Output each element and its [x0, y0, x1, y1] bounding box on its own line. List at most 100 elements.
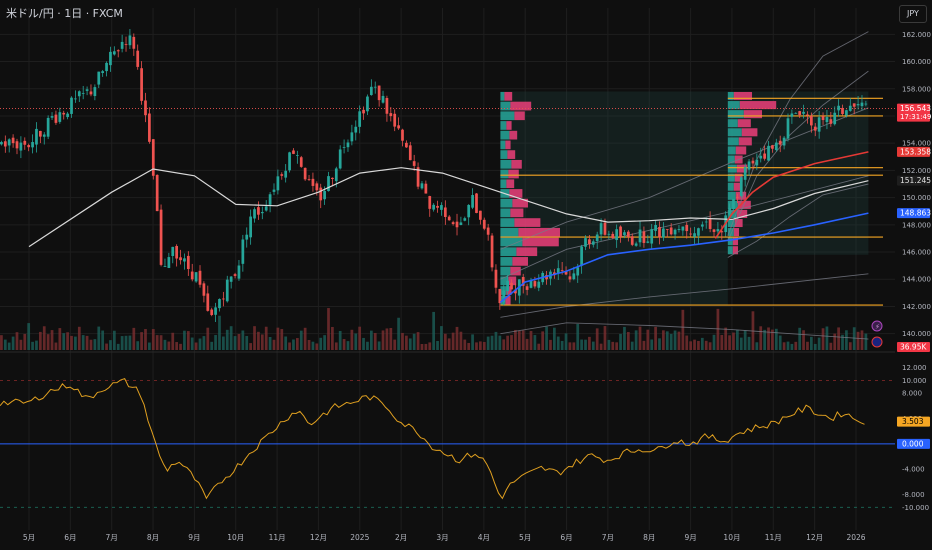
volume-bar	[50, 330, 54, 350]
candle-body	[786, 118, 790, 139]
candle-body	[693, 233, 696, 237]
candle-body	[190, 271, 194, 280]
volume-bar	[81, 335, 85, 350]
alert-icon-glyph: ⚡	[875, 323, 880, 331]
volume-bar	[802, 330, 805, 350]
candle-body	[467, 204, 471, 218]
candle-body	[767, 145, 770, 161]
volume-bar	[120, 336, 124, 350]
symbol-title[interactable]: 米ドル/円 · 1日 · FXCM	[6, 7, 123, 20]
candle-body	[163, 266, 167, 267]
volume-bar	[393, 339, 397, 350]
time-axis-tick: 6月	[560, 533, 572, 542]
volume-bar	[669, 333, 673, 350]
candle-body	[650, 229, 654, 244]
candle-body	[151, 139, 155, 176]
candle-body	[829, 119, 833, 124]
volume-bar	[447, 338, 451, 350]
volume-profile-bar-up	[500, 266, 511, 276]
candle-body	[369, 86, 373, 96]
volume-bar	[537, 343, 541, 350]
candle-body	[833, 112, 837, 125]
volume-bar	[23, 333, 27, 350]
volume-profile-bar-down	[741, 128, 758, 137]
volume-bar	[689, 341, 693, 350]
volume-bar	[724, 327, 728, 350]
volume-profile-bar-down	[508, 169, 519, 179]
candle-body	[658, 226, 661, 238]
volume-profile-bar-up	[500, 208, 511, 218]
volume-bar	[732, 332, 735, 350]
candle-body	[443, 207, 447, 217]
volume-bar	[560, 340, 564, 350]
moving-average-line	[714, 151, 869, 239]
price-label-text: 156.543	[900, 104, 931, 113]
volume-profile-bar-down	[510, 208, 524, 218]
volume-bar	[202, 336, 206, 350]
candle-body	[630, 236, 634, 245]
volume-profile-bar-up	[500, 130, 510, 140]
volume-bar	[167, 341, 171, 350]
time-axis-tick: 7月	[106, 533, 118, 542]
volume-profile-bar-down	[510, 101, 532, 111]
volume-profile-bar-up	[727, 228, 734, 237]
volume-bar	[342, 339, 346, 350]
candle-body	[288, 152, 291, 171]
volume-bar	[58, 328, 62, 350]
volume-bar	[658, 338, 661, 350]
candle-body	[311, 178, 315, 186]
candle-body	[782, 137, 786, 146]
volume-bar	[62, 333, 66, 350]
volume-bar	[455, 326, 459, 350]
candle-body	[806, 114, 809, 116]
candle-body	[556, 268, 560, 274]
candle-body	[572, 273, 576, 280]
candle-body	[576, 267, 580, 276]
candle-body	[747, 161, 751, 170]
candle-body	[307, 179, 311, 180]
candle-body	[825, 117, 829, 123]
volume-bar	[514, 329, 517, 350]
candle-body	[860, 102, 864, 107]
candle-body	[58, 112, 62, 122]
time-axis-tick: 6月	[64, 533, 76, 542]
candle-body	[253, 209, 256, 219]
volume-bar	[315, 343, 319, 350]
candle-body	[116, 50, 120, 52]
volume-bar	[397, 317, 400, 350]
price-label-countdown: 17:31:49	[900, 113, 931, 121]
volume-bar	[105, 343, 108, 350]
price-axis-tick: 144.000	[902, 276, 931, 284]
volume-bar	[440, 326, 443, 350]
volume-profile-bar-up	[500, 101, 511, 111]
volume-bar	[183, 330, 186, 350]
volume-bar	[482, 341, 486, 350]
volume-bar	[786, 341, 790, 350]
candle-body	[817, 117, 821, 132]
volume-profile-bar-up	[727, 155, 735, 164]
volume-bar	[720, 334, 724, 350]
volume-bar	[794, 341, 798, 350]
volume-bar	[825, 326, 829, 350]
volume-bar	[568, 342, 572, 350]
volume-bar	[611, 341, 615, 350]
volume-profile-bar-down	[738, 137, 752, 146]
band-line	[727, 31, 869, 236]
currency-selector[interactable]: JPY	[899, 5, 927, 23]
volume-profile-bar-up	[500, 227, 519, 237]
candle-body	[210, 309, 214, 315]
volume-profile-bar-down	[736, 209, 748, 218]
candle-body	[233, 274, 237, 276]
band-line	[500, 322, 869, 340]
volume-bar	[798, 327, 802, 350]
volume-bar	[529, 330, 533, 350]
candle-body	[447, 216, 451, 221]
volume-bar	[179, 343, 182, 350]
volume-bar	[685, 335, 689, 350]
volume-bar	[401, 332, 404, 350]
volume-bar	[743, 330, 747, 350]
candle-body	[759, 155, 763, 159]
volume-bar	[97, 326, 101, 350]
price-axis-tick: 148.000	[902, 221, 931, 229]
